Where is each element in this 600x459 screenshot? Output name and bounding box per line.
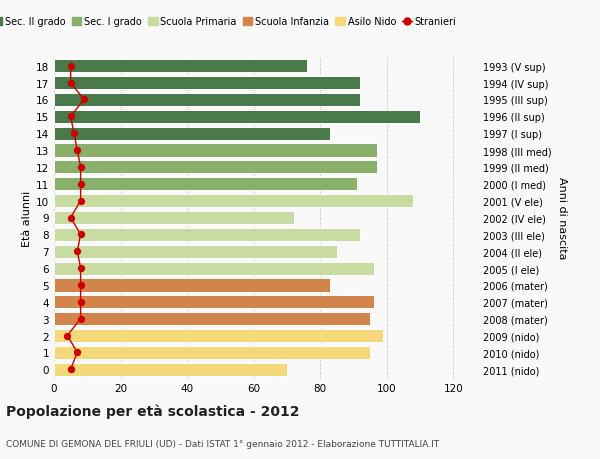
Point — [69, 130, 79, 138]
Point — [76, 231, 85, 239]
Bar — [54, 77, 360, 90]
Point — [73, 349, 82, 356]
Bar — [54, 228, 360, 241]
Bar — [54, 346, 370, 359]
Point — [66, 366, 76, 373]
Bar — [54, 262, 373, 275]
Point — [76, 181, 85, 188]
Point — [66, 63, 76, 70]
Point — [76, 197, 85, 205]
Bar — [54, 144, 377, 157]
Bar — [54, 60, 307, 73]
Bar — [54, 94, 360, 107]
Point — [76, 265, 85, 272]
Text: Popolazione per età scolastica - 2012: Popolazione per età scolastica - 2012 — [6, 404, 299, 419]
Bar — [54, 279, 330, 292]
Bar — [54, 245, 337, 258]
Bar — [54, 363, 287, 376]
Point — [66, 113, 76, 121]
Point — [73, 248, 82, 255]
Point — [62, 332, 72, 340]
Point — [66, 80, 76, 87]
Point — [79, 96, 89, 104]
Point — [73, 147, 82, 154]
Bar — [54, 212, 293, 224]
Text: COMUNE DI GEMONA DEL FRIULI (UD) - Dati ISTAT 1° gennaio 2012 - Elaborazione TUT: COMUNE DI GEMONA DEL FRIULI (UD) - Dati … — [6, 439, 439, 448]
Point — [76, 164, 85, 171]
Y-axis label: Età alunni: Età alunni — [22, 190, 32, 246]
Bar — [54, 313, 370, 325]
Bar — [54, 111, 420, 123]
Legend: Sec. II grado, Sec. I grado, Scuola Primaria, Scuola Infanzia, Asilo Nido, Stran: Sec. II grado, Sec. I grado, Scuola Prim… — [0, 17, 457, 27]
Bar — [54, 296, 373, 309]
Y-axis label: Anni di nascita: Anni di nascita — [557, 177, 567, 259]
Point — [76, 315, 85, 323]
Bar — [54, 178, 357, 191]
Bar — [54, 161, 377, 174]
Bar — [54, 329, 383, 342]
Bar — [54, 195, 413, 208]
Point — [76, 282, 85, 289]
Point — [66, 214, 76, 222]
Bar — [54, 127, 330, 140]
Point — [76, 298, 85, 306]
